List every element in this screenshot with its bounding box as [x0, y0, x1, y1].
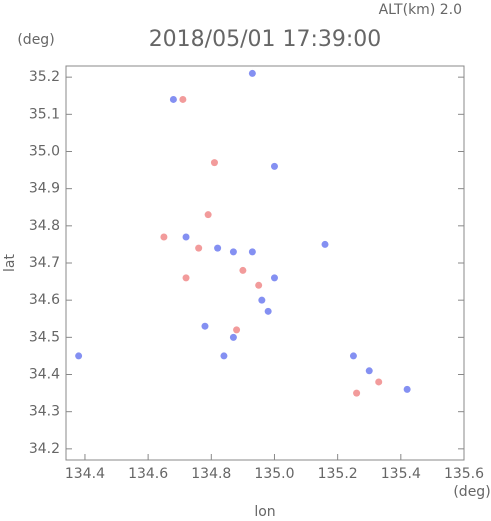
point	[353, 389, 361, 397]
y-tick-label: 35.1	[29, 106, 60, 122]
point	[375, 378, 383, 386]
point	[210, 159, 218, 167]
x-tick-label: 135.0	[254, 466, 294, 482]
y-tick-label: 34.6	[29, 292, 60, 308]
point	[214, 244, 222, 252]
y-tick-label: 34.2	[29, 441, 60, 457]
y-tick-label: 34.8	[29, 218, 60, 234]
point	[248, 69, 256, 77]
point	[258, 296, 266, 304]
point	[182, 233, 190, 241]
y-tick-label: 34.7	[29, 255, 60, 271]
y-axis-label: lat	[2, 254, 18, 272]
point	[248, 248, 256, 256]
point	[270, 162, 278, 170]
point	[233, 326, 241, 334]
point	[169, 95, 177, 103]
x-unit: (deg)	[453, 484, 490, 500]
point	[179, 95, 187, 103]
point	[220, 352, 228, 360]
y-tick-label: 35.2	[29, 69, 60, 85]
y-tick-label: 34.5	[29, 329, 60, 345]
x-tick-label: 134.8	[191, 466, 231, 482]
y-tick-label: 34.4	[29, 367, 60, 383]
x-tick-label: 135.4	[381, 466, 421, 482]
point	[229, 333, 237, 341]
x-tick-label: 134.4	[65, 466, 105, 482]
subtitle: ALT(km) 2.0	[379, 2, 462, 18]
point	[75, 352, 83, 360]
x-tick-label: 134.6	[128, 466, 168, 482]
plot-frame	[65, 65, 465, 461]
y-tick-label: 34.3	[29, 404, 60, 420]
point	[182, 274, 190, 282]
point	[403, 385, 411, 393]
point	[270, 274, 278, 282]
point	[321, 240, 329, 248]
x-tick-label: 135.6	[444, 466, 484, 482]
point	[195, 244, 203, 252]
point	[201, 322, 209, 330]
point	[264, 307, 272, 315]
chart-title: 2018/05/01 17:39:00	[149, 27, 382, 52]
point	[255, 281, 263, 289]
point	[365, 367, 373, 375]
y-unit: (deg)	[17, 32, 54, 48]
point	[160, 233, 168, 241]
point	[204, 211, 212, 219]
point	[229, 248, 237, 256]
x-axis-label: lon	[254, 504, 275, 520]
point	[239, 266, 247, 274]
y-tick-label: 34.9	[29, 181, 60, 197]
point	[349, 352, 357, 360]
x-tick-label: 135.2	[318, 466, 358, 482]
y-tick-label: 35.0	[29, 143, 60, 159]
